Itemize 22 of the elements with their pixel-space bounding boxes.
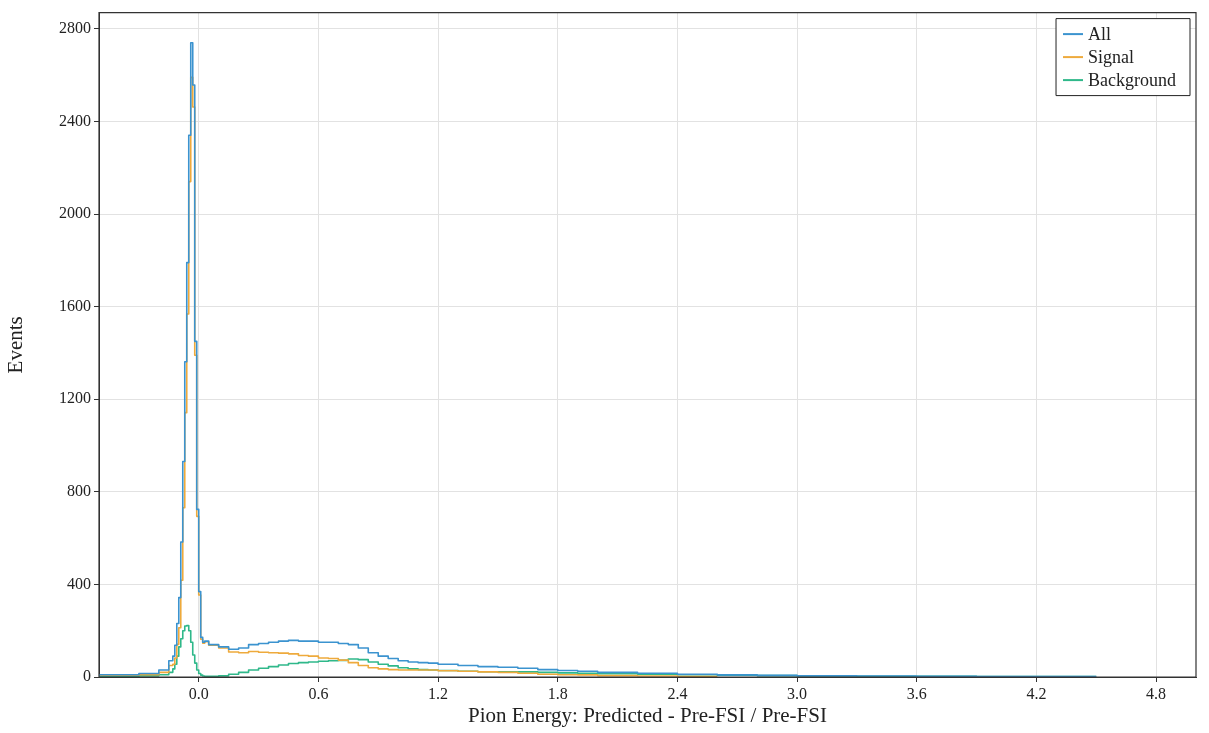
x-tick-label: 3.0 xyxy=(787,684,808,702)
y-tick-label: 1200 xyxy=(59,389,91,407)
y-tick-label: 400 xyxy=(67,574,91,592)
y-tick-label: 800 xyxy=(67,482,91,499)
x-tick-label: 4.2 xyxy=(1026,684,1047,702)
y-tick-label: 2400 xyxy=(59,111,91,129)
legend-label: Background xyxy=(1088,69,1177,90)
y-tick-label: 2800 xyxy=(59,19,91,37)
x-tick-label: 0.6 xyxy=(308,684,329,702)
x-tick-label: 1.8 xyxy=(547,684,568,702)
y-tick-label: 1600 xyxy=(59,296,91,314)
x-tick-label: 2.4 xyxy=(667,684,688,702)
x-tick-label: 4.8 xyxy=(1146,684,1167,702)
y-tick-label: 0 xyxy=(83,667,91,685)
x-tick-label: 1.2 xyxy=(428,684,449,702)
x-tick-label: 3.6 xyxy=(906,684,927,702)
y-tick-label: 2000 xyxy=(59,204,91,222)
legend-label: Signal xyxy=(1088,46,1135,67)
x-tick-label: 0.0 xyxy=(188,684,209,702)
x-axis-title: Pion Energy: Predicted - Pre-FSI / Pre-FSI xyxy=(468,702,827,727)
legend-label: All xyxy=(1088,23,1112,44)
y-axis-title: Events xyxy=(3,316,28,374)
